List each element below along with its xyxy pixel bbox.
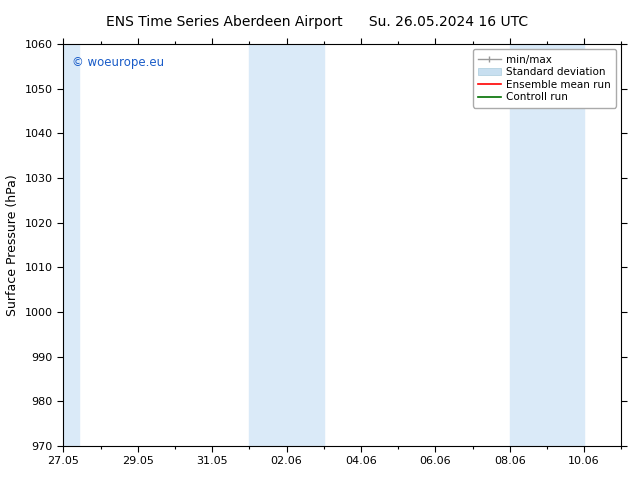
Bar (287, 44, 324, 446)
Legend: min/max, Standard deviation, Ensemble mean run, Controll run: min/max, Standard deviation, Ensemble me… (473, 49, 616, 107)
Text: © woeurope.eu: © woeurope.eu (72, 56, 164, 69)
Bar (249, 44, 287, 446)
Text: ENS Time Series Aberdeen Airport      Su. 26.05.2024 16 UTC: ENS Time Series Aberdeen Airport Su. 26.… (106, 15, 528, 29)
Bar (510, 44, 547, 446)
Y-axis label: Surface Pressure (hPa): Surface Pressure (hPa) (6, 174, 19, 316)
Bar (63, 44, 79, 446)
Bar (547, 44, 584, 446)
